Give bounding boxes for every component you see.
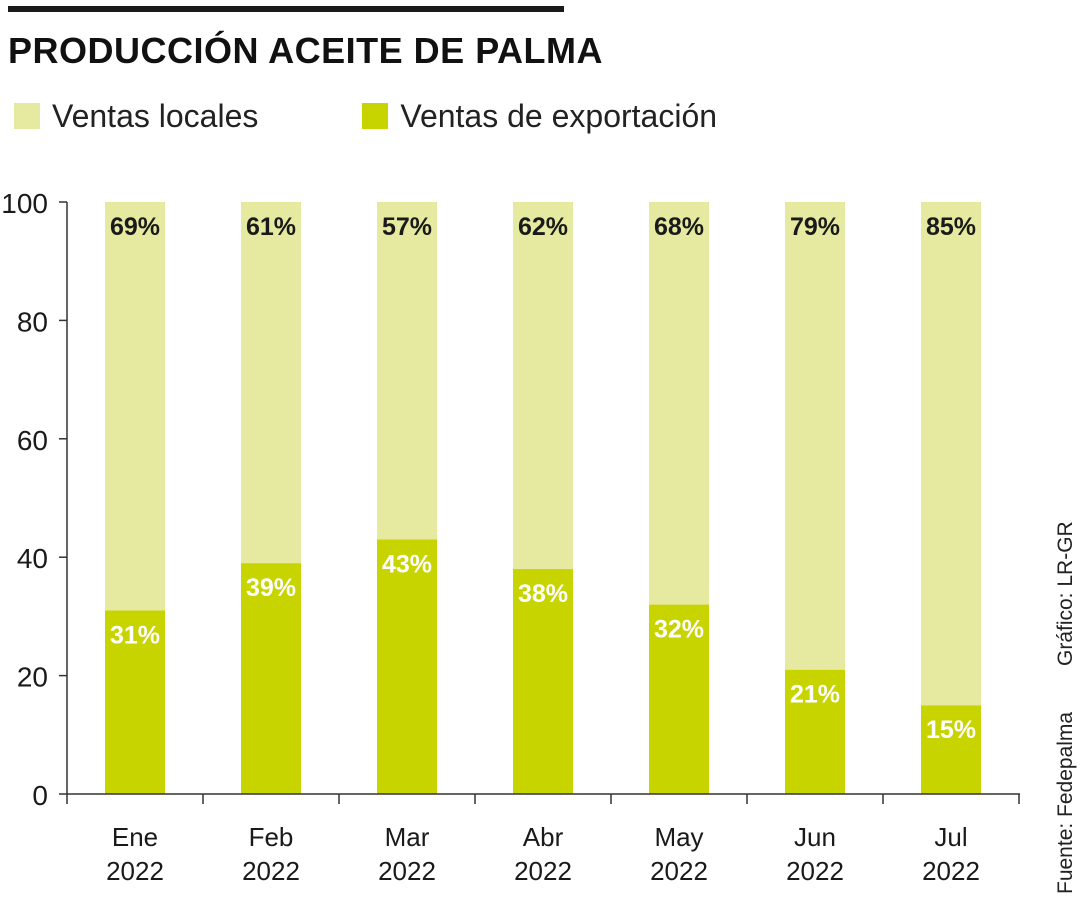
legend: Ventas locales Ventas de exportación bbox=[14, 96, 821, 136]
bar-local bbox=[921, 202, 981, 706]
data-label-local: 68% bbox=[654, 213, 704, 241]
x-tick-label-month: Feb bbox=[249, 822, 294, 852]
y-tick-label: 100 bbox=[1, 188, 48, 219]
legend-swatch-local bbox=[14, 103, 40, 129]
chart-title: PRODUCCIÓN ACEITE DE PALMA bbox=[8, 30, 604, 71]
bar-export bbox=[921, 705, 981, 794]
bar-export bbox=[513, 569, 573, 794]
data-label-export: 32% bbox=[654, 616, 704, 644]
bar-local bbox=[105, 202, 165, 611]
source-label: Fuente: Fedepalma bbox=[1054, 711, 1077, 894]
data-label-local: 62% bbox=[518, 213, 568, 241]
x-tick-label-year: 2022 bbox=[922, 856, 980, 886]
credit-label: Gráfico: LR-GR bbox=[1054, 521, 1077, 666]
x-tick-label-year: 2022 bbox=[242, 856, 300, 886]
x-tick-label-month: Jul bbox=[934, 822, 967, 852]
bar-local bbox=[513, 202, 573, 570]
data-label-local: 79% bbox=[790, 213, 840, 241]
bar-export bbox=[105, 610, 165, 794]
data-label-export: 39% bbox=[246, 574, 296, 602]
data-label-local: 57% bbox=[382, 213, 432, 241]
bar-local bbox=[377, 202, 437, 540]
y-tick-label: 20 bbox=[17, 662, 48, 693]
legend-item-export: Ventas de exportación bbox=[362, 98, 717, 135]
bar-export bbox=[241, 563, 301, 794]
bar-export bbox=[377, 539, 437, 794]
x-tick-label-month: May bbox=[654, 822, 703, 852]
bar-local bbox=[241, 202, 301, 564]
y-tick-label: 0 bbox=[32, 780, 48, 811]
data-label-local: 69% bbox=[110, 213, 160, 241]
legend-label-local: Ventas locales bbox=[52, 97, 259, 134]
bar-local bbox=[785, 202, 845, 670]
stacked-bar-chart: 31% 69% Ene 2022 39% 61% Feb 2022 43% 57% Mar 2022 3… bbox=[1, 188, 1020, 886]
legend-item-local: Ventas locales bbox=[14, 98, 258, 135]
data-label-local: 61% bbox=[246, 213, 296, 241]
top-rule bbox=[8, 6, 564, 12]
data-label-export: 21% bbox=[790, 681, 840, 709]
data-label-export: 15% bbox=[926, 716, 976, 744]
x-tick-label-year: 2022 bbox=[650, 856, 708, 886]
legend-label-export: Ventas de exportación bbox=[400, 97, 718, 134]
data-label-local: 85% bbox=[926, 213, 976, 241]
y-tick-label: 60 bbox=[17, 425, 48, 456]
x-tick-label-month: Abr bbox=[523, 822, 564, 852]
y-tick-label: 80 bbox=[17, 306, 48, 337]
bar-export bbox=[785, 669, 845, 794]
bar-local bbox=[649, 202, 709, 605]
x-tick-label-year: 2022 bbox=[514, 856, 572, 886]
data-label-export: 31% bbox=[110, 621, 160, 649]
y-tick-label: 40 bbox=[17, 543, 48, 574]
data-label-export: 43% bbox=[382, 550, 432, 578]
x-tick-label-year: 2022 bbox=[378, 856, 436, 886]
data-label-export: 38% bbox=[518, 580, 568, 608]
bar-export bbox=[649, 604, 709, 794]
x-tick-label-month: Mar bbox=[385, 822, 430, 852]
legend-swatch-export bbox=[362, 103, 389, 129]
x-tick-label-month: Jun bbox=[794, 822, 836, 852]
x-tick-label-year: 2022 bbox=[106, 856, 164, 886]
x-tick-label-month: Ene bbox=[112, 822, 158, 852]
x-tick-label-year: 2022 bbox=[786, 856, 844, 886]
